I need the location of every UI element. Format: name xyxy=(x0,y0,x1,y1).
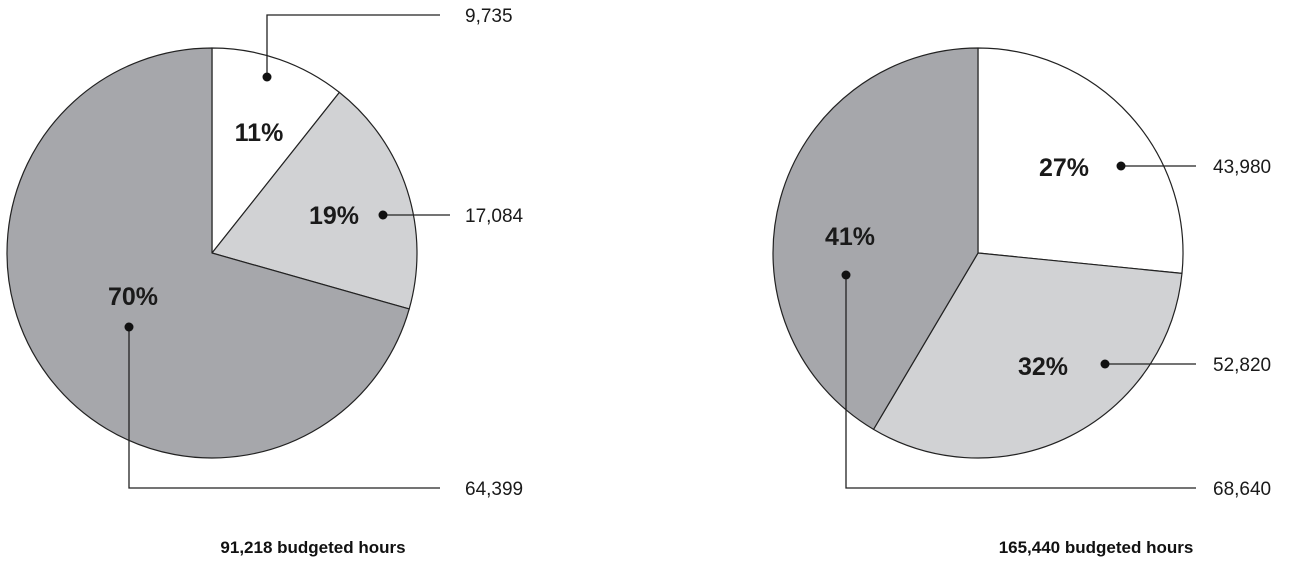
leader-dot xyxy=(1100,359,1110,369)
leader-line xyxy=(845,275,1196,489)
pie-chart-left: 9,735 11% 17,084 19% 64,399 70% 91,218 b… xyxy=(6,6,524,557)
slice-percent-label: 27% xyxy=(1039,154,1089,182)
slice-value-label: 9,735 xyxy=(465,6,513,27)
chart-caption: 165,440 budgeted hours xyxy=(999,538,1194,557)
pie-slices-left xyxy=(6,47,418,459)
pie-slice-3 xyxy=(6,47,410,459)
callout-right-slice-1: 43,980 27% xyxy=(1039,154,1271,182)
leader-dot xyxy=(1116,161,1126,171)
pie-slice-1 xyxy=(211,47,340,254)
pie-slice-3 xyxy=(772,47,979,430)
slice-percent-label: 19% xyxy=(309,202,359,230)
leader-dot xyxy=(262,72,272,82)
slice-percent-label: 70% xyxy=(108,283,158,311)
slice-value-label: 68,640 xyxy=(1213,479,1271,500)
pie-slice-2 xyxy=(872,252,1183,459)
leader-dot xyxy=(841,270,851,280)
pie-slices-right xyxy=(772,47,1184,459)
callout-right-slice-3: 68,640 41% xyxy=(825,223,1271,500)
slice-percent-label: 32% xyxy=(1018,353,1068,381)
callout-left-slice-3: 64,399 70% xyxy=(108,283,523,500)
slice-value-label: 52,820 xyxy=(1213,355,1271,376)
callout-right-slice-2: 52,820 32% xyxy=(1018,353,1271,381)
callout-left-slice-2: 17,084 19% xyxy=(309,202,524,230)
slice-percent-label: 11% xyxy=(235,119,284,147)
leader-line xyxy=(128,327,440,489)
leader-dot xyxy=(124,322,134,332)
callout-left-slice-1: 9,735 11% xyxy=(235,6,513,147)
pie-chart-right: 43,980 27% 52,820 32% 68,640 41% 165,440… xyxy=(772,47,1271,557)
pie-slice-1 xyxy=(977,47,1184,274)
slice-value-label: 64,399 xyxy=(465,479,523,500)
slice-value-label: 43,980 xyxy=(1213,157,1271,178)
pie-slice-2 xyxy=(211,91,418,310)
chart-caption: 91,218 budgeted hours xyxy=(220,538,405,557)
leader-line xyxy=(266,14,440,77)
leader-dot xyxy=(378,210,388,220)
slice-percent-label: 41% xyxy=(825,223,875,251)
slice-value-label: 17,084 xyxy=(465,206,524,227)
